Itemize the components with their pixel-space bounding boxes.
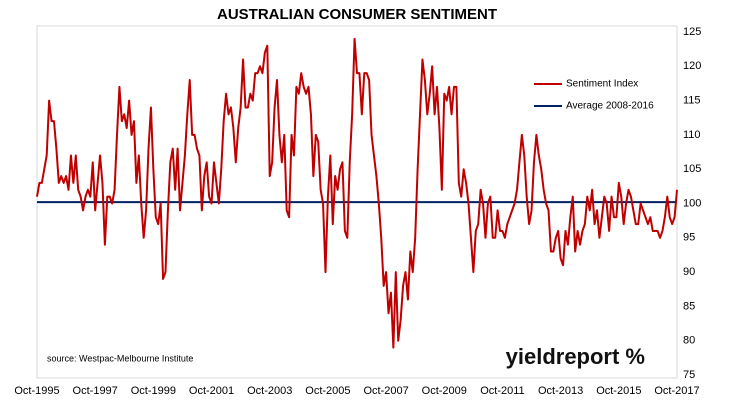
logo: yieldreport % (506, 344, 645, 369)
y-tick-label: 95 (683, 232, 695, 244)
y-tick-label: 110 (683, 129, 701, 141)
y-tick-label: 105 (683, 163, 701, 175)
x-tick-label: Oct-2017 (654, 385, 699, 397)
x-tick-label: Oct-2011 (480, 385, 524, 397)
y-tick-label: 85 (683, 300, 695, 312)
source-note: source: Westpac-Melbourne Institute (47, 353, 193, 363)
x-tick-label: Oct-1997 (73, 385, 118, 397)
x-tick-label: Oct-2015 (596, 385, 641, 397)
y-tick-label: 115 (683, 95, 701, 107)
y-tick-label: 80 (683, 335, 695, 347)
x-tick-label: Oct-1999 (131, 385, 176, 397)
x-tick-label: Oct-2007 (363, 385, 408, 397)
legend-box (528, 72, 674, 116)
x-tick-label: Oct-1995 (14, 385, 59, 397)
series-line (36, 37, 678, 349)
legend-label: Sentiment Index (566, 79, 638, 90)
chart-title: AUSTRALIAN CONSUMER SENTIMENT (217, 6, 497, 23)
legend-label: Average 2008-2016 (566, 101, 654, 112)
x-tick-label: Oct-2009 (422, 385, 467, 397)
y-tick-label: 100 (683, 197, 701, 209)
y-tick-label: 120 (683, 60, 701, 72)
y-tick-label: 125 (683, 26, 701, 38)
x-tick-label: Oct-2005 (305, 385, 350, 397)
y-tick-label: 75 (683, 369, 695, 381)
y-tick-label: 90 (683, 266, 695, 278)
x-tick-label: Oct-2001 (189, 385, 234, 397)
x-tick-label: Oct-2003 (247, 385, 292, 397)
x-tick-label: Oct-2013 (538, 385, 583, 397)
